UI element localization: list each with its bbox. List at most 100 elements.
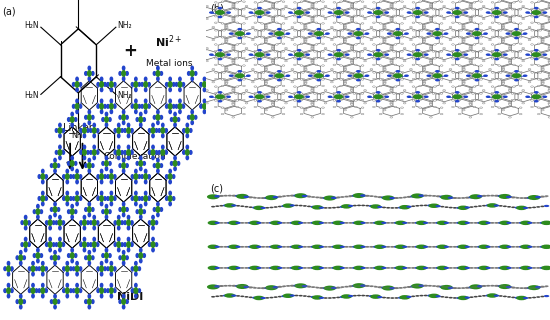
Circle shape <box>110 261 113 265</box>
Circle shape <box>243 107 245 108</box>
Circle shape <box>382 196 394 200</box>
Circle shape <box>344 83 346 84</box>
Circle shape <box>486 294 491 297</box>
Circle shape <box>513 2 515 3</box>
Circle shape <box>256 222 262 224</box>
Circle shape <box>274 93 277 94</box>
Circle shape <box>477 195 483 197</box>
Circle shape <box>491 2 494 3</box>
Circle shape <box>228 195 232 196</box>
Circle shape <box>244 206 249 208</box>
Circle shape <box>261 23 263 24</box>
Circle shape <box>214 285 221 288</box>
Circle shape <box>182 51 184 52</box>
Circle shape <box>502 39 505 41</box>
Circle shape <box>478 244 490 249</box>
Circle shape <box>175 16 178 17</box>
Circle shape <box>85 72 87 75</box>
Circle shape <box>383 41 386 42</box>
Circle shape <box>364 102 366 104</box>
Circle shape <box>486 267 491 269</box>
Circle shape <box>390 75 393 76</box>
Circle shape <box>350 4 353 6</box>
Circle shape <box>540 205 544 207</box>
Circle shape <box>360 194 366 197</box>
Circle shape <box>71 167 73 171</box>
Circle shape <box>221 36 224 38</box>
Circle shape <box>350 46 353 48</box>
Circle shape <box>531 94 541 99</box>
Circle shape <box>32 294 34 298</box>
Circle shape <box>532 297 536 298</box>
Circle shape <box>58 128 62 133</box>
Circle shape <box>333 30 336 31</box>
Circle shape <box>427 294 433 297</box>
Circle shape <box>381 196 387 199</box>
Circle shape <box>436 222 441 224</box>
Circle shape <box>540 222 545 224</box>
Circle shape <box>355 36 358 37</box>
Circle shape <box>101 77 103 81</box>
Circle shape <box>141 197 144 200</box>
Circle shape <box>373 286 378 288</box>
Circle shape <box>24 215 27 219</box>
Circle shape <box>473 50 476 52</box>
Circle shape <box>319 246 324 248</box>
Circle shape <box>540 196 545 197</box>
Circle shape <box>241 72 244 73</box>
Circle shape <box>261 99 263 101</box>
Circle shape <box>228 244 239 249</box>
Circle shape <box>276 78 278 80</box>
Circle shape <box>226 82 228 83</box>
Circle shape <box>195 9 197 10</box>
Circle shape <box>513 78 515 80</box>
Circle shape <box>394 222 399 224</box>
Circle shape <box>537 99 540 101</box>
Text: (a): (a) <box>2 6 16 16</box>
Circle shape <box>76 110 78 114</box>
Circle shape <box>265 39 268 41</box>
Circle shape <box>393 31 403 36</box>
Circle shape <box>179 110 181 114</box>
Circle shape <box>221 15 224 17</box>
Circle shape <box>244 222 249 224</box>
Circle shape <box>469 116 472 118</box>
Circle shape <box>452 8 454 10</box>
Circle shape <box>452 16 454 17</box>
Circle shape <box>135 99 137 103</box>
Circle shape <box>513 36 515 37</box>
Circle shape <box>232 104 235 105</box>
Circle shape <box>182 79 184 80</box>
Circle shape <box>119 164 122 167</box>
Circle shape <box>192 4 195 6</box>
Circle shape <box>285 5 288 7</box>
Circle shape <box>304 27 307 28</box>
Circle shape <box>449 27 452 28</box>
Circle shape <box>386 222 390 224</box>
Circle shape <box>232 76 235 77</box>
Circle shape <box>214 44 217 45</box>
Circle shape <box>46 243 48 246</box>
Circle shape <box>238 37 242 39</box>
Circle shape <box>109 210 111 213</box>
Circle shape <box>83 156 86 160</box>
Circle shape <box>383 82 386 83</box>
Circle shape <box>372 22 375 23</box>
Circle shape <box>195 51 197 52</box>
Circle shape <box>223 294 228 297</box>
Circle shape <box>126 256 128 260</box>
Circle shape <box>498 79 500 80</box>
Circle shape <box>394 106 397 108</box>
Circle shape <box>76 77 78 81</box>
Circle shape <box>390 4 393 6</box>
Circle shape <box>285 18 288 20</box>
Circle shape <box>218 91 222 93</box>
Circle shape <box>394 44 397 45</box>
Circle shape <box>257 16 262 18</box>
Circle shape <box>473 36 476 37</box>
Circle shape <box>357 204 361 206</box>
Circle shape <box>379 113 382 115</box>
Circle shape <box>315 16 318 17</box>
Circle shape <box>201 30 204 31</box>
Circle shape <box>182 57 184 59</box>
